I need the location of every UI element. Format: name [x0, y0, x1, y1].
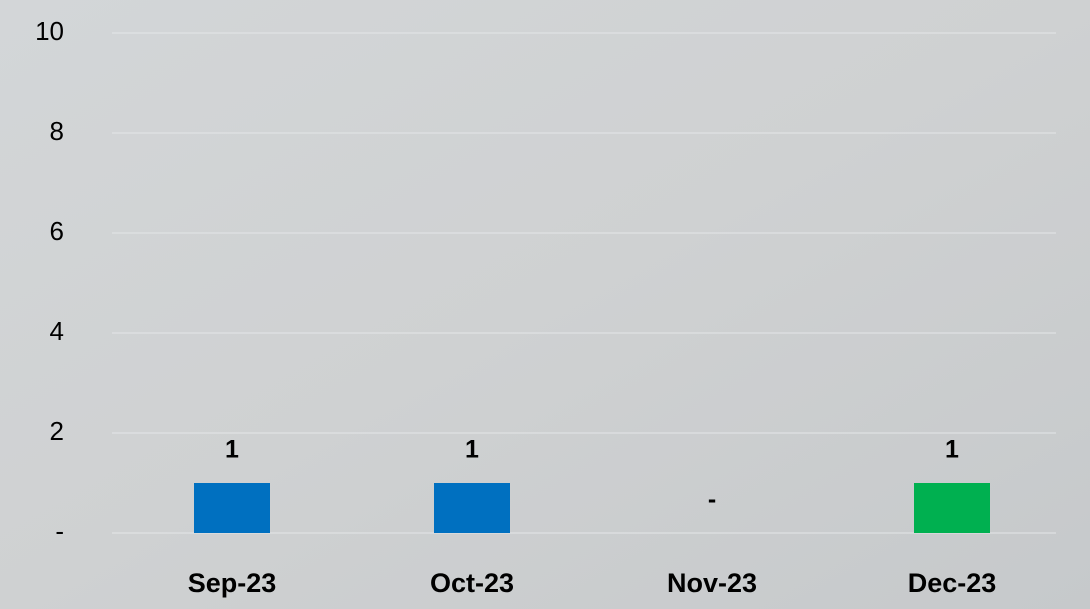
y-tick-label: 8: [50, 116, 64, 146]
bar: [434, 483, 510, 533]
x-tick-label: Nov-23: [667, 568, 757, 598]
x-tick-label: Sep-23: [188, 568, 277, 598]
x-tick-label: Oct-23: [430, 568, 514, 598]
data-label: 1: [225, 436, 239, 464]
chart: - 2 4 6 8 10 Sep-23 1 Oct-23 1 Nov-23 - Dec-23 1: [0, 0, 1090, 609]
data-label: 1: [465, 436, 479, 464]
y-tick-label: 6: [50, 216, 64, 246]
data-label: -: [708, 486, 716, 514]
page: {"chart_data": {"type": "bar", "categori…: [0, 0, 1090, 609]
bar: [914, 483, 990, 533]
x-tick-label: Dec-23: [908, 568, 997, 598]
bar: [194, 483, 270, 533]
data-label: 1: [945, 436, 959, 464]
y-tick-label: -: [55, 516, 64, 546]
y-tick-label: 4: [50, 316, 64, 346]
y-tick-label: 2: [50, 416, 64, 446]
y-tick-label: 10: [35, 16, 64, 46]
